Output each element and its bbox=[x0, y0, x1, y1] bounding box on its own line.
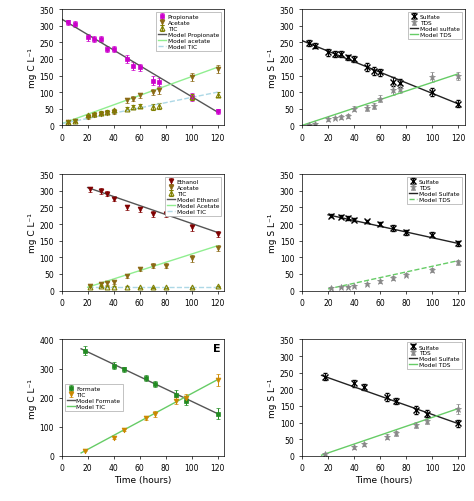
Text: B: B bbox=[453, 14, 462, 24]
Legend: Sulfate, TDS, Model Sulfate, Model TDS: Sulfate, TDS, Model Sulfate, Model TDS bbox=[407, 343, 462, 370]
Y-axis label: mg C L⁻¹: mg C L⁻¹ bbox=[27, 213, 36, 253]
Legend: Formate, TIC, Model Formate, Model TIC: Formate, TIC, Model Formate, Model TIC bbox=[64, 384, 123, 411]
X-axis label: Time (hours): Time (hours) bbox=[114, 475, 172, 484]
Y-axis label: mg S L⁻¹: mg S L⁻¹ bbox=[268, 49, 277, 88]
Legend: Propionate, Acetate, TIC, Model Propionate, Model acetate, Model TIC: Propionate, Acetate, TIC, Model Propiona… bbox=[156, 13, 221, 52]
Y-axis label: mg C L⁻¹: mg C L⁻¹ bbox=[27, 48, 36, 88]
Y-axis label: mg C L⁻¹: mg C L⁻¹ bbox=[27, 378, 36, 418]
Y-axis label: mg S L⁻¹: mg S L⁻¹ bbox=[268, 213, 277, 253]
Text: A: A bbox=[213, 14, 221, 24]
Text: C: C bbox=[213, 178, 221, 188]
Legend: Sulfate, TDS, Model Sulfate, Model TDS: Sulfate, TDS, Model Sulfate, Model TDS bbox=[407, 178, 462, 205]
Text: D: D bbox=[453, 178, 463, 188]
Legend: Sulfate, TDS, Model sulfate, Model TDS: Sulfate, TDS, Model sulfate, Model TDS bbox=[408, 13, 462, 40]
Y-axis label: mg S L⁻¹: mg S L⁻¹ bbox=[268, 378, 277, 417]
Text: E: E bbox=[213, 343, 220, 353]
Legend: Ethanol, Acetate, TIC, Model Ethanol, Model Acetate, Model TIC: Ethanol, Acetate, TIC, Model Ethanol, Mo… bbox=[164, 178, 221, 217]
X-axis label: Time (hours): Time (hours) bbox=[355, 475, 412, 484]
Text: F: F bbox=[453, 343, 461, 353]
